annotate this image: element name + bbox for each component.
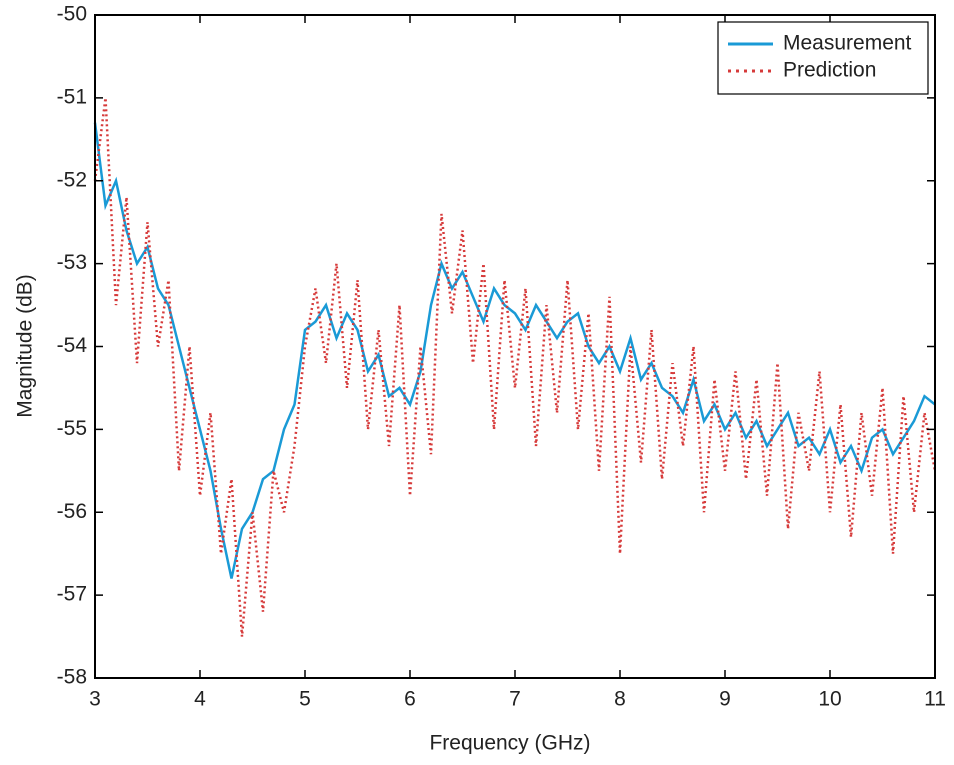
series-line: [93, 122, 936, 579]
y-tick-label: -53: [57, 251, 87, 274]
x-tick-label: 6: [404, 688, 416, 711]
y-tick-label: -52: [57, 168, 87, 191]
y-tick-label: -57: [57, 583, 87, 606]
x-tick-label: 11: [924, 688, 946, 711]
x-tick-label: 5: [299, 688, 311, 711]
x-tick-label: 9: [719, 688, 731, 711]
y-tick-label: -51: [57, 85, 87, 108]
y-tick-label: -54: [57, 334, 88, 357]
plot-frame: [94, 14, 936, 679]
x-tick-label: 4: [194, 688, 206, 711]
y-axis-label: Magnitude (dB): [14, 274, 37, 418]
x-tick-label: 3: [89, 688, 101, 711]
y-tick-label: -55: [57, 417, 87, 440]
legend-label: Prediction: [783, 59, 876, 82]
x-tick-label: 10: [818, 688, 841, 711]
series-line: [93, 97, 937, 637]
x-tick-label: 7: [509, 688, 521, 711]
legend-box: [717, 21, 929, 95]
x-axis-label: Frequency (GHz): [429, 732, 590, 755]
x-tick-label: 8: [614, 688, 626, 711]
y-tick-label: -58: [57, 666, 87, 689]
y-tick-label: -56: [57, 500, 87, 523]
y-tick-label: -50: [57, 3, 87, 26]
legend-label: Measurement: [783, 32, 912, 55]
